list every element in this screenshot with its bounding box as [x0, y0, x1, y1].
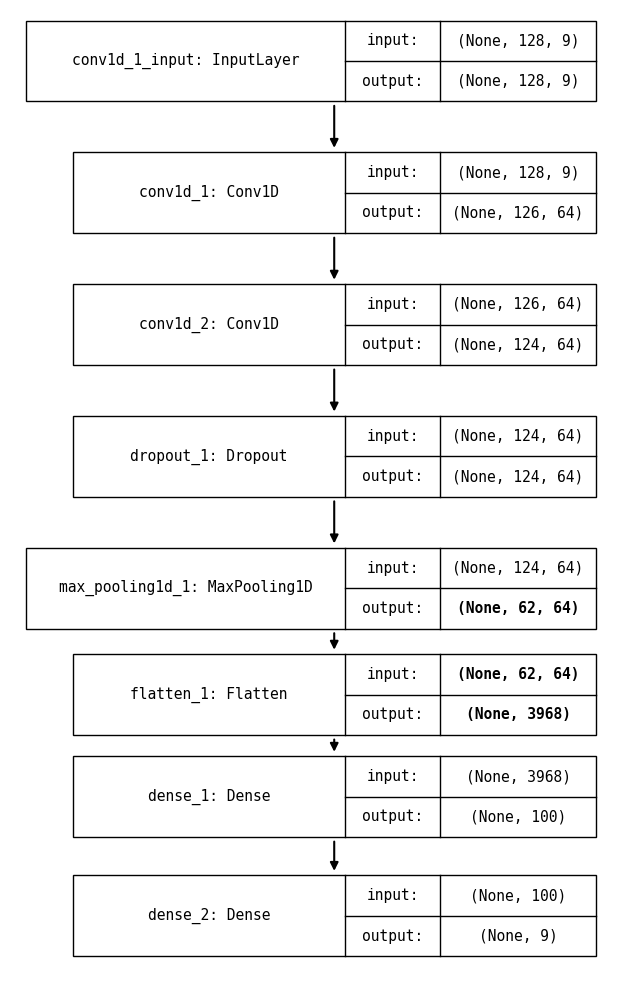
Text: input:: input:: [366, 429, 419, 444]
FancyBboxPatch shape: [26, 548, 596, 629]
Text: (None, 126, 64): (None, 126, 64): [452, 297, 583, 312]
Text: (None, 124, 64): (None, 124, 64): [452, 561, 583, 576]
Text: flatten_1: Flatten: flatten_1: Flatten: [130, 687, 287, 703]
FancyBboxPatch shape: [73, 284, 596, 365]
Text: (None, 128, 9): (None, 128, 9): [457, 165, 579, 180]
Text: input:: input:: [366, 297, 419, 312]
FancyBboxPatch shape: [73, 655, 596, 736]
Text: output:: output:: [362, 928, 424, 943]
Text: input:: input:: [366, 561, 419, 576]
FancyBboxPatch shape: [26, 21, 596, 102]
Text: (None, 3968): (None, 3968): [466, 708, 570, 723]
Text: (None, 9): (None, 9): [479, 928, 557, 943]
Text: output:: output:: [362, 708, 424, 723]
Text: output:: output:: [362, 74, 424, 89]
Text: output:: output:: [362, 469, 424, 484]
Text: max_pooling1d_1: MaxPooling1D: max_pooling1d_1: MaxPooling1D: [58, 580, 312, 597]
Text: (None, 128, 9): (None, 128, 9): [457, 33, 579, 48]
Text: (None, 126, 64): (None, 126, 64): [452, 206, 583, 221]
Text: conv1d_2: Conv1D: conv1d_2: Conv1D: [139, 316, 279, 332]
Text: (None, 3968): (None, 3968): [466, 769, 570, 784]
FancyBboxPatch shape: [73, 756, 596, 837]
Text: dense_1: Dense: dense_1: Dense: [147, 788, 270, 804]
Text: conv1d_1_input: InputLayer: conv1d_1_input: InputLayer: [72, 53, 299, 69]
Text: dropout_1: Dropout: dropout_1: Dropout: [130, 448, 287, 465]
Text: (None, 62, 64): (None, 62, 64): [457, 667, 579, 682]
FancyBboxPatch shape: [73, 875, 596, 956]
Text: (None, 100): (None, 100): [470, 888, 566, 903]
Text: output:: output:: [362, 206, 424, 221]
Text: input:: input:: [366, 165, 419, 180]
Text: input:: input:: [366, 888, 419, 903]
Text: (None, 128, 9): (None, 128, 9): [457, 74, 579, 89]
Text: output:: output:: [362, 809, 424, 824]
Text: conv1d_1: Conv1D: conv1d_1: Conv1D: [139, 185, 279, 201]
Text: (None, 124, 64): (None, 124, 64): [452, 469, 583, 484]
FancyBboxPatch shape: [73, 153, 596, 234]
Text: (None, 124, 64): (None, 124, 64): [452, 429, 583, 444]
Text: (None, 124, 64): (None, 124, 64): [452, 337, 583, 352]
FancyBboxPatch shape: [73, 416, 596, 497]
Text: input:: input:: [366, 769, 419, 784]
Text: dense_2: Dense: dense_2: Dense: [147, 908, 270, 924]
Text: output:: output:: [362, 601, 424, 616]
Text: input:: input:: [366, 33, 419, 48]
Text: (None, 100): (None, 100): [470, 809, 566, 824]
Text: input:: input:: [366, 667, 419, 682]
Text: output:: output:: [362, 337, 424, 352]
Text: (None, 62, 64): (None, 62, 64): [457, 601, 579, 616]
